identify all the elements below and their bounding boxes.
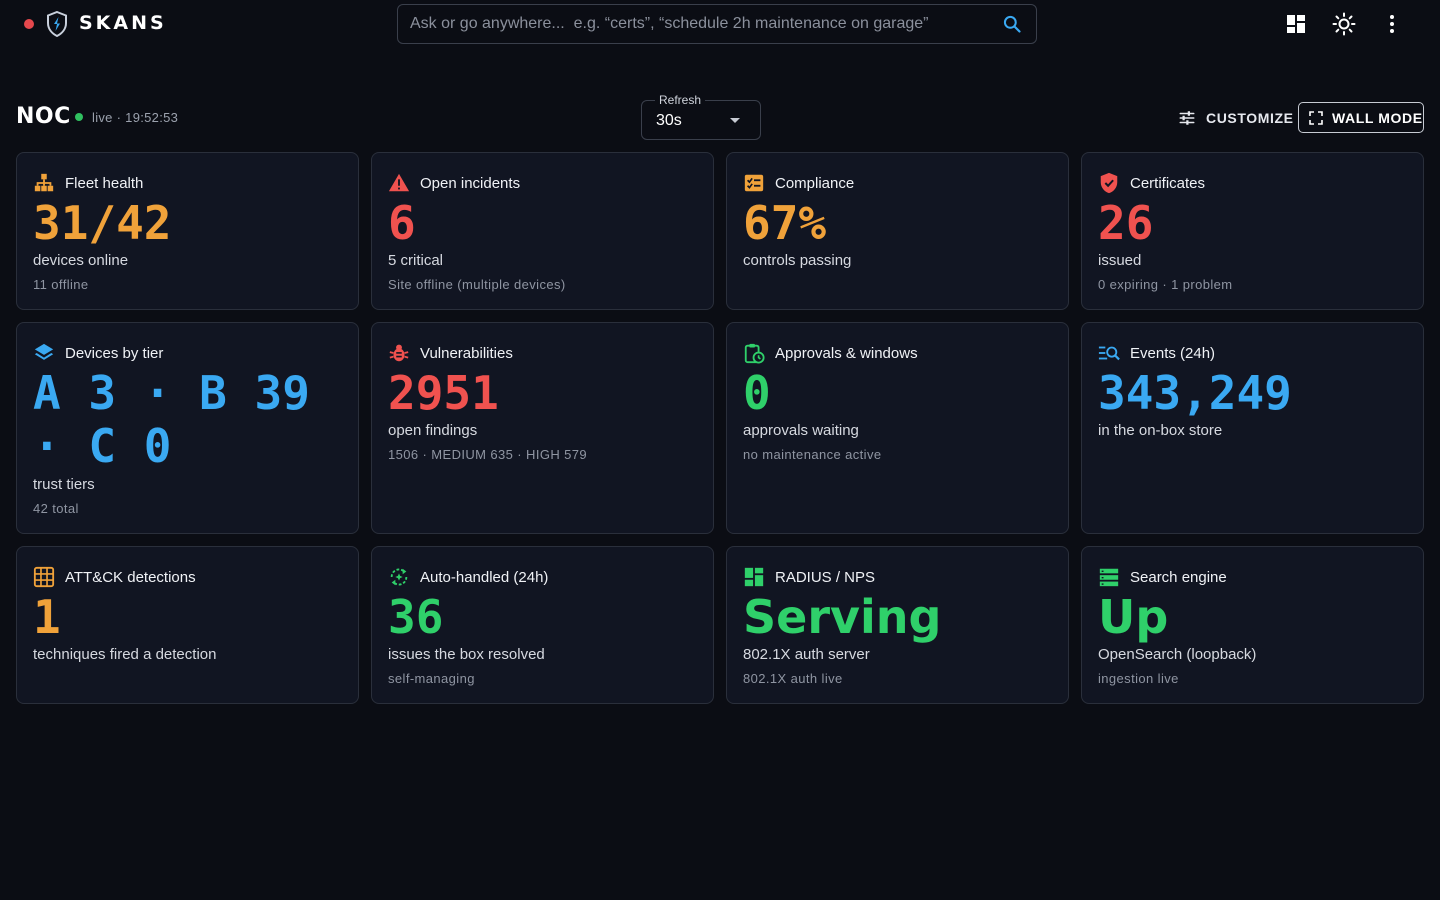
card-radius-nps[interactable]: RADIUS / NPS Serving 802.1X auth server …	[726, 546, 1069, 704]
status-dot	[24, 19, 34, 29]
global-search[interactable]	[397, 4, 1037, 44]
shield-logo-icon	[47, 11, 67, 37]
wall-mode-label: WALL MODE	[1332, 109, 1423, 126]
fullscreen-icon	[1309, 110, 1323, 125]
layers-icon	[34, 343, 54, 360]
dashboard-icon	[744, 567, 764, 587]
card-note: Site offline (multiple devices)	[388, 277, 566, 292]
card-fleet-health[interactable]: Fleet health 31/42 devices online 11 off…	[16, 152, 359, 310]
card-title: Vulnerabilities	[420, 344, 513, 362]
card-title: Fleet health	[65, 174, 144, 192]
card-note: 802.1X auth live	[743, 671, 843, 686]
card-open-incidents[interactable]: Open incidents 6 5 critical Site offline…	[371, 152, 714, 310]
refresh-label: Refresh	[655, 93, 706, 107]
sitemap-icon	[34, 173, 54, 192]
card-note: 0 expiring · 1 problem	[1098, 277, 1233, 292]
refresh-value: 30s	[656, 112, 682, 129]
card-title: Open incidents	[420, 174, 521, 192]
card-value: 6	[388, 196, 416, 250]
card-subtitle: OpenSearch (loopback)	[1098, 646, 1257, 663]
chevron-down-icon	[730, 118, 740, 123]
card-title: Approvals & windows	[775, 344, 918, 362]
page-title: NOC	[16, 104, 71, 129]
card-value: 343,249	[1098, 366, 1292, 420]
card-subtitle: 802.1X auth server	[743, 646, 870, 663]
card-subtitle: controls passing	[743, 252, 852, 269]
card-value: 0	[743, 366, 771, 420]
search-input[interactable]	[410, 5, 990, 43]
bug-icon	[389, 344, 409, 362]
list-search-icon	[1098, 346, 1120, 361]
brand-name: SKANS	[79, 12, 167, 34]
card-subtitle: issues the box resolved	[388, 646, 545, 663]
card-approvals-windows[interactable]: Approvals & windows 0 approvals waiting …	[726, 322, 1069, 534]
card-value: 67%	[743, 196, 827, 250]
card-note: ingestion live	[1098, 671, 1179, 686]
wall-mode-button[interactable]: WALL MODE	[1298, 102, 1424, 133]
tune-icon	[1179, 111, 1195, 125]
card-value: 1	[33, 590, 61, 644]
card-attck-detections[interactable]: ATT&CK detections 1 techniques fired a d…	[16, 546, 359, 704]
card-note: 42 total	[33, 501, 79, 516]
auto-sync-icon	[390, 568, 408, 586]
customize-label: CUSTOMIZE	[1206, 110, 1294, 126]
card-note: 11 offline	[33, 277, 89, 292]
theme-toggle-icon[interactable]	[1332, 12, 1356, 36]
card-title: Events (24h)	[1130, 344, 1216, 362]
card-title: Certificates	[1130, 174, 1206, 192]
card-subtitle: approvals waiting	[743, 422, 859, 439]
card-search-engine[interactable]: Search engine Up OpenSearch (loopback) i…	[1081, 546, 1424, 704]
card-subtitle: 5 critical	[388, 252, 444, 269]
card-title: Devices by tier	[65, 344, 164, 362]
card-vulnerabilities[interactable]: Vulnerabilities 2951 open findings 1506 …	[371, 322, 714, 534]
card-events-24h[interactable]: Events (24h) 343,249 in the on-box store	[1081, 322, 1424, 534]
warning-icon	[388, 173, 410, 192]
checklist-icon	[744, 174, 764, 192]
card-title: Compliance	[775, 174, 855, 192]
clipboard-clock-icon	[744, 343, 765, 364]
card-value: Up	[1098, 590, 1169, 644]
card-auto-handled[interactable]: Auto-handled (24h) 36 issues the box res…	[371, 546, 714, 704]
dashboard-layout-icon[interactable]	[1284, 12, 1308, 36]
card-title: RADIUS / NPS	[775, 568, 876, 586]
card-subtitle: in the on-box store	[1098, 422, 1223, 439]
card-subtitle: trust tiers	[33, 476, 95, 493]
grid-icon	[33, 566, 55, 588]
search-icon[interactable]	[1002, 14, 1022, 34]
live-timestamp: live · 19:52:53	[92, 110, 179, 125]
card-subtitle: devices online	[33, 252, 129, 269]
card-value: 36	[388, 590, 444, 644]
card-value: 26	[1098, 196, 1154, 250]
card-subtitle: techniques fired a detection	[33, 646, 217, 663]
card-value: A 3 · B 39 · C 0	[33, 366, 310, 473]
card-subtitle: open findings	[388, 422, 478, 439]
card-subtitle: issued	[1098, 252, 1142, 269]
card-value: 2951	[388, 366, 499, 420]
more-menu-icon[interactable]	[1380, 12, 1404, 36]
top-bar: SKANS	[0, 0, 1440, 48]
live-indicator	[75, 113, 83, 121]
shield-check-icon	[1100, 172, 1118, 194]
storage-icon	[1099, 568, 1119, 587]
card-title: Auto-handled (24h)	[420, 568, 549, 586]
card-value: 31/42	[33, 196, 172, 250]
card-title: ATT&CK detections	[65, 568, 196, 586]
card-note: 1506 · MEDIUM 635 · HIGH 579	[388, 447, 588, 462]
card-title: Search engine	[1130, 568, 1227, 586]
refresh-select[interactable]: Refresh 30s	[641, 93, 761, 140]
card-note: no maintenance active	[743, 447, 882, 462]
card-value: Serving	[743, 590, 942, 644]
card-certificates[interactable]: Certificates 26 issued 0 expiring · 1 pr…	[1081, 152, 1424, 310]
card-compliance[interactable]: Compliance 67% controls passing	[726, 152, 1069, 310]
customize-button[interactable]: CUSTOMIZE	[1178, 106, 1294, 130]
card-note: self-managing	[388, 671, 475, 686]
card-devices-by-tier[interactable]: Devices by tier A 3 · B 39 · C 0 trust t…	[16, 322, 359, 534]
